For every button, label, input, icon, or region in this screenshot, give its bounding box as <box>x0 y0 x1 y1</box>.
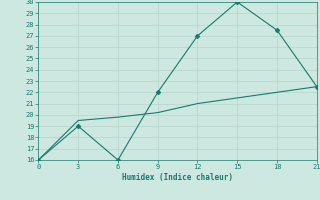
X-axis label: Humidex (Indice chaleur): Humidex (Indice chaleur) <box>122 173 233 182</box>
